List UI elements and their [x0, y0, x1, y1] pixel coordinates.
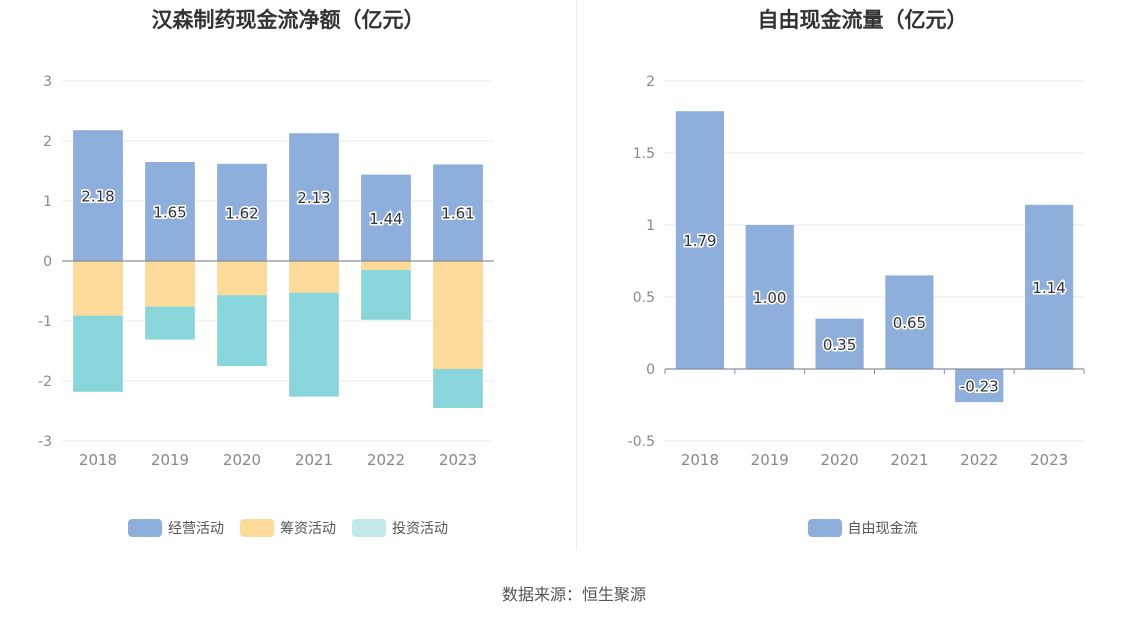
- cash-flow-data-label: 1.61: [441, 205, 474, 223]
- legend-item-financing[interactable]: 筹资活动: [240, 518, 336, 538]
- cash-flow-x-tick-label: 2020: [223, 451, 261, 469]
- cash-flow-data-label: 1.62: [225, 204, 258, 222]
- free-cash-flow-y-tick-label: 0: [646, 362, 655, 378]
- cash-flow-data-label: 1.44: [369, 210, 402, 228]
- cash-flow-y-tick-label: -1: [38, 314, 52, 330]
- legend-item-investing[interactable]: 投资活动: [352, 518, 448, 538]
- free-cash-flow-bar-1: [1024, 204, 1074, 369]
- free-cash-flow-bar-1: [815, 318, 864, 369]
- legend-label-investing: 投资活动: [392, 521, 448, 537]
- free-cash-flow-y-tick-label: 0.5: [633, 290, 655, 306]
- cash-flow-bar-2: [145, 261, 195, 307]
- cash-flow-bar-3: [73, 315, 123, 392]
- cash-flow-bar-1: [361, 174, 411, 261]
- data-source-note: 数据来源：恒生聚源: [501, 585, 646, 604]
- free-cash-flow-y-tick-label: 1: [646, 218, 655, 234]
- cash-flow-data-label: 2.18: [81, 188, 114, 206]
- free-cash-flow-bar-1: [745, 225, 794, 369]
- free-cash-flow-x-tick-label: 2021: [890, 451, 928, 469]
- legend-item-operating[interactable]: 经营活动: [128, 518, 224, 538]
- cash-flow-bar-2: [361, 261, 411, 270]
- legend-swatch-investing: [352, 519, 386, 537]
- free-cash-flow-x-tick-label: 2022: [960, 451, 998, 469]
- free-cash-flow-bar-1: [885, 275, 934, 369]
- free-cash-flow-data-label: 0.35: [823, 336, 856, 354]
- cash-flow-y-tick-label: 2: [43, 134, 52, 150]
- legend-label-financing: 筹资活动: [280, 521, 336, 537]
- cash-flow-bar-3: [217, 295, 267, 366]
- cash-flow-legend: 经营活动 筹资活动 投资活动: [0, 518, 576, 538]
- cash-flow-chart: -3 -2 -1 0 1 2 3 2.18 1.65 1.62 2.13 1.44 1.61 2018 20…: [38, 74, 494, 469]
- cash-flow-x-tick-label: 2023: [439, 451, 477, 469]
- cash-flow-bar-3: [145, 306, 195, 340]
- cash-flow-x-tick-label: 2022: [367, 451, 405, 469]
- cash-flow-y-tick-label: -3: [38, 434, 52, 450]
- cash-flow-bar-3: [289, 292, 339, 397]
- free-cash-flow-x-tick-label: 2018: [681, 451, 719, 469]
- cash-flow-bar-1: [145, 162, 195, 261]
- cash-flow-data-label: 1.65: [153, 204, 186, 222]
- cash-flow-bar-2: [289, 261, 339, 293]
- cash-flow-bar-1: [73, 130, 123, 261]
- cash-flow-bar-1: [433, 164, 483, 261]
- cash-flow-bar-2: [217, 261, 267, 296]
- cash-flow-y-tick-label: -2: [38, 374, 52, 390]
- free-cash-flow-y-tick-label: 2: [646, 74, 655, 90]
- cash-flow-chart-title: 汉森制药现金流净额（亿元）: [151, 8, 425, 32]
- free-cash-flow-chart: -0.5 0 0.5 1 1.5 2 1.79 1.00 0.35 0.65 -0.23 1.14 20…: [628, 74, 1085, 469]
- cash-flow-bar-2: [73, 261, 123, 316]
- free-cash-flow-chart-panel: 自由现金流量（亿元） -0.5 0 0.5 1 1.5 2 1.79 1.00 0.35 0.65…: [577, 0, 1148, 560]
- free-cash-flow-data-label: 1.00: [753, 289, 786, 307]
- free-cash-flow-legend: 自由现金流: [577, 518, 1148, 538]
- cash-flow-y-tick-label: 0: [43, 254, 52, 270]
- legend-swatch-free-cash-flow: [807, 519, 842, 537]
- cash-flow-y-tick-label: 1: [43, 194, 52, 210]
- free-cash-flow-bar-1: [955, 369, 1004, 403]
- cash-flow-chart-panel: 汉森制药现金流净额（亿元） -3 -2 -1 0 1 2 3 2.18 1.65 1.62 2.13…: [0, 0, 576, 560]
- cash-flow-x-tick-label: 2021: [295, 451, 333, 469]
- free-cash-flow-data-label: 1.14: [1032, 279, 1065, 297]
- cash-flow-bar-1: [289, 133, 339, 261]
- free-cash-flow-data-label: 1.79: [683, 232, 716, 250]
- cash-flow-bar-3: [433, 369, 483, 408]
- free-cash-flow-data-label: -0.23: [960, 378, 999, 396]
- free-cash-flow-x-tick-label: 2023: [1030, 451, 1068, 469]
- free-cash-flow-chart-title: 自由现金流量（亿元）: [757, 8, 968, 32]
- legend-swatch-operating: [128, 519, 162, 537]
- cash-flow-x-tick-label: 2018: [79, 451, 117, 469]
- free-cash-flow-x-tick-label: 2019: [751, 451, 789, 469]
- free-cash-flow-data-label: 0.65: [893, 314, 926, 332]
- cash-flow-bar-2: [433, 261, 483, 369]
- cash-flow-y-tick-label: 3: [43, 74, 52, 90]
- free-cash-flow-y-tick-label: 1.5: [633, 146, 655, 162]
- legend-item-free-cash-flow[interactable]: 自由现金流: [807, 518, 918, 538]
- legend-label-free-cash-flow: 自由现金流: [847, 521, 918, 537]
- legend-label-operating: 经营活动: [168, 521, 224, 537]
- free-cash-flow-x-tick-label: 2020: [820, 451, 858, 469]
- cash-flow-bar-3: [361, 270, 411, 320]
- free-cash-flow-y-tick-label: -0.5: [628, 434, 655, 450]
- legend-swatch-financing: [240, 519, 274, 537]
- cash-flow-data-label: 2.13: [297, 189, 330, 207]
- cash-flow-bar-1: [217, 163, 267, 261]
- cash-flow-x-tick-label: 2019: [151, 451, 189, 469]
- panel-divider: [576, 0, 577, 550]
- free-cash-flow-bar-1: [675, 111, 725, 370]
